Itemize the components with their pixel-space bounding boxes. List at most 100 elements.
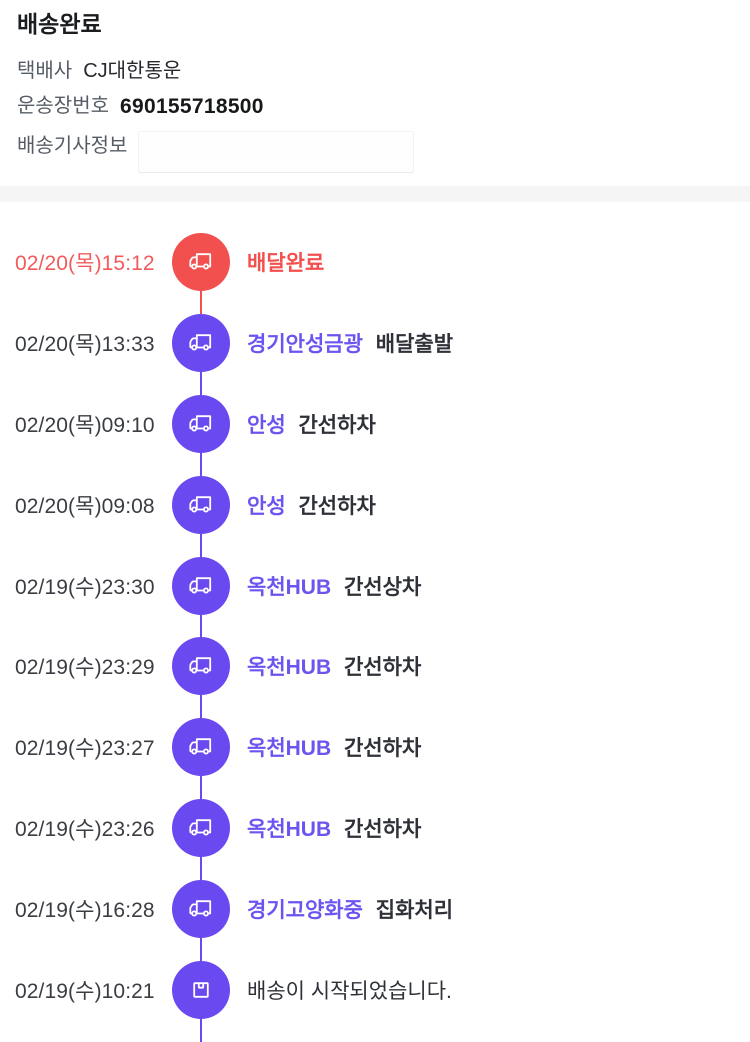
tracking-number-value: 690155718500 [120, 95, 264, 118]
timeline-item: 02/19(수)23:27 옥천HUB 간선하차 [0, 707, 750, 800]
page-header: 배송완료 택배사 CJ대한통운 운송장번호 690155718500 배송기사정… [0, 0, 750, 173]
truck-icon [189, 415, 212, 432]
timeline-location: 경기안성금광 [247, 333, 363, 357]
timeline-location: 안성 [247, 494, 286, 518]
timeline-node [172, 879, 230, 938]
timeline-item: 02/20(목)09:10 안성 간선하차 [0, 384, 750, 476]
timeline-location: 옥천HUB [247, 737, 332, 761]
status-icon-circle [172, 637, 230, 696]
truck-icon [189, 900, 212, 917]
timeline-node [172, 556, 230, 615]
status-icon-circle [172, 960, 230, 1019]
status-icon-circle [172, 475, 230, 534]
timeline-status-text: 옥천HUB 간선하차 [247, 732, 421, 762]
timeline-item: 02/19(수)23:29 옥천HUB 간선하차 [0, 626, 750, 719]
timeline-datetime: 02/19(수)23:26 [15, 817, 155, 841]
timeline-status-text: 배송이 시작되었습니다. [247, 975, 452, 1005]
truck-icon [189, 819, 212, 836]
truck-icon [189, 253, 212, 270]
status-icon-circle [172, 394, 230, 453]
timeline-status: 간선하차 [298, 494, 376, 518]
timeline-node [172, 960, 230, 1019]
timeline-item: 02/19(수)10:21 배송이 시작되었습니다. [0, 949, 750, 1042]
truck-icon [189, 657, 212, 674]
section-divider [0, 186, 750, 202]
status-icon-circle [172, 879, 230, 938]
timeline-node [172, 394, 230, 453]
timeline-status-text: 경기고양화중 집화처리 [247, 894, 453, 924]
timeline-connector [200, 291, 202, 315]
timeline-status-text: 옥천HUB 간선하차 [247, 651, 421, 681]
status-icon-circle [172, 233, 230, 292]
driver-info-row: 배송기사정보 [17, 131, 734, 173]
timeline-node [172, 798, 230, 857]
tracking-number-row: 운송장번호 690155718500 [17, 95, 734, 118]
timeline-location: 옥천HUB [247, 817, 332, 841]
courier-row: 택배사 CJ대한통운 [17, 61, 734, 82]
timeline-connector [200, 372, 202, 396]
timeline-node [172, 475, 230, 534]
timeline-status-text: 안성 간선하차 [247, 409, 376, 439]
timeline-item: 02/19(수)16:28 경기고양화중 집화처리 [0, 868, 750, 961]
status-icon-circle [172, 718, 230, 777]
status-icon-circle [172, 556, 230, 615]
timeline-item: 02/20(목)13:33 경기안성금광 배달출발 [0, 303, 750, 396]
timeline-status: 간선하차 [298, 413, 376, 437]
timeline-status-text: 옥천HUB 간선상차 [247, 571, 421, 601]
timeline-connector [200, 937, 202, 961]
timeline-status: 간선하차 [343, 656, 422, 680]
timeline-item: 02/20(목)09:08 안성 간선하차 [0, 464, 750, 557]
tracking-number-label: 운송장번호 [17, 95, 109, 117]
timeline-node [172, 233, 230, 292]
timeline-connector [200, 1018, 202, 1042]
timeline-status-text: 안성 간선하차 [247, 490, 376, 520]
driver-info-box [138, 131, 415, 173]
timeline-status: 배달완료 [247, 252, 325, 276]
delivery-status-title: 배송완료 [17, 11, 102, 37]
timeline-status-text: 배달완료 [247, 247, 324, 277]
timeline-datetime: 02/19(수)23:27 [15, 737, 155, 761]
truck-icon [189, 334, 212, 351]
timeline-datetime: 02/19(수)16:28 [15, 898, 155, 922]
truck-icon [189, 496, 212, 513]
timeline-location: 옥천HUB [247, 656, 332, 680]
courier-value: CJ대한통운 [83, 60, 182, 82]
courier-label: 택배사 [17, 60, 73, 82]
delivery-timeline: 02/20(목)15:12 배달완료 02/20(목)13:33 [0, 202, 750, 1042]
timeline-location: 옥천HUB [247, 575, 332, 599]
timeline-datetime: 02/20(목)09:10 [15, 413, 155, 437]
timeline-node [172, 637, 230, 696]
timeline-location: 경기고양화중 [247, 898, 363, 922]
timeline-connector [200, 614, 202, 638]
truck-icon [189, 576, 212, 594]
timeline-datetime: 02/20(목)13:33 [15, 333, 155, 357]
timeline-connector [200, 452, 202, 476]
timeline-connector [200, 776, 202, 800]
timeline-node [172, 314, 230, 373]
timeline-status-text: 옥천HUB 간선하차 [247, 813, 421, 843]
timeline-item: 02/19(수)23:26 옥천HUB 간선하차 [0, 788, 750, 880]
timeline-connector [200, 856, 202, 880]
timeline-location: 안성 [247, 413, 286, 437]
status-icon-circle [172, 314, 230, 373]
timeline-node [172, 718, 230, 777]
box-icon [193, 981, 209, 998]
timeline-datetime: 02/19(수)10:21 [15, 979, 155, 1003]
driver-info-label: 배송기사정보 [17, 135, 128, 157]
timeline-datetime: 02/20(목)09:08 [15, 494, 155, 518]
timeline-status: 간선하차 [343, 817, 422, 841]
timeline-status-text: 경기안성금광 배달출발 [247, 328, 453, 358]
timeline-status: 간선하차 [343, 737, 422, 761]
status-icon-circle [172, 798, 230, 857]
timeline-connector [200, 533, 202, 557]
timeline-datetime: 02/19(수)23:30 [15, 575, 155, 599]
timeline-status: 간선상차 [343, 575, 422, 599]
timeline-status: 집화처리 [375, 898, 454, 922]
timeline-item: 02/19(수)23:30 옥천HUB 간선상차 [0, 545, 750, 638]
truck-icon [189, 738, 212, 755]
timeline-status: 배송이 시작되었습니다. [247, 979, 452, 1003]
timeline-datetime: 02/20(목)15:12 [15, 252, 155, 276]
timeline-datetime: 02/19(수)23:29 [15, 656, 155, 680]
shipment-info: 택배사 CJ대한통운 운송장번호 690155718500 배송기사정보 [17, 61, 734, 173]
timeline-status: 배달출발 [375, 333, 454, 357]
